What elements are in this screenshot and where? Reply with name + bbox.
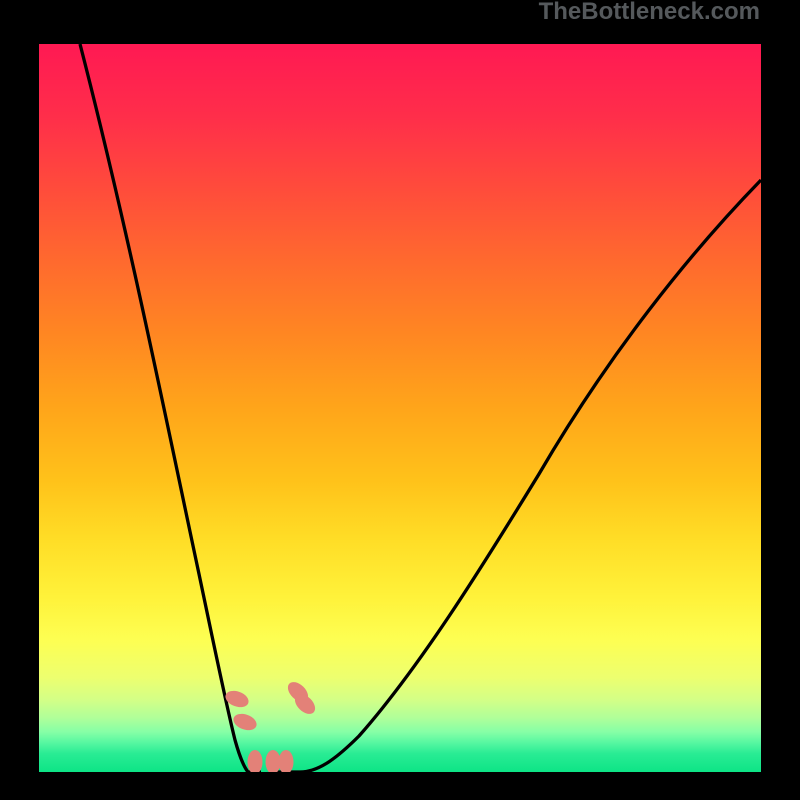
chart-outer: TheBottleneck.com <box>0 0 800 800</box>
data-marker <box>279 750 294 772</box>
data-marker <box>223 688 251 710</box>
data-marker <box>231 711 259 733</box>
data-marker <box>266 750 281 772</box>
marker-layer <box>39 44 761 772</box>
watermark-text: TheBottleneck.com <box>539 0 760 26</box>
data-marker <box>248 750 263 772</box>
plot-area <box>39 44 761 772</box>
